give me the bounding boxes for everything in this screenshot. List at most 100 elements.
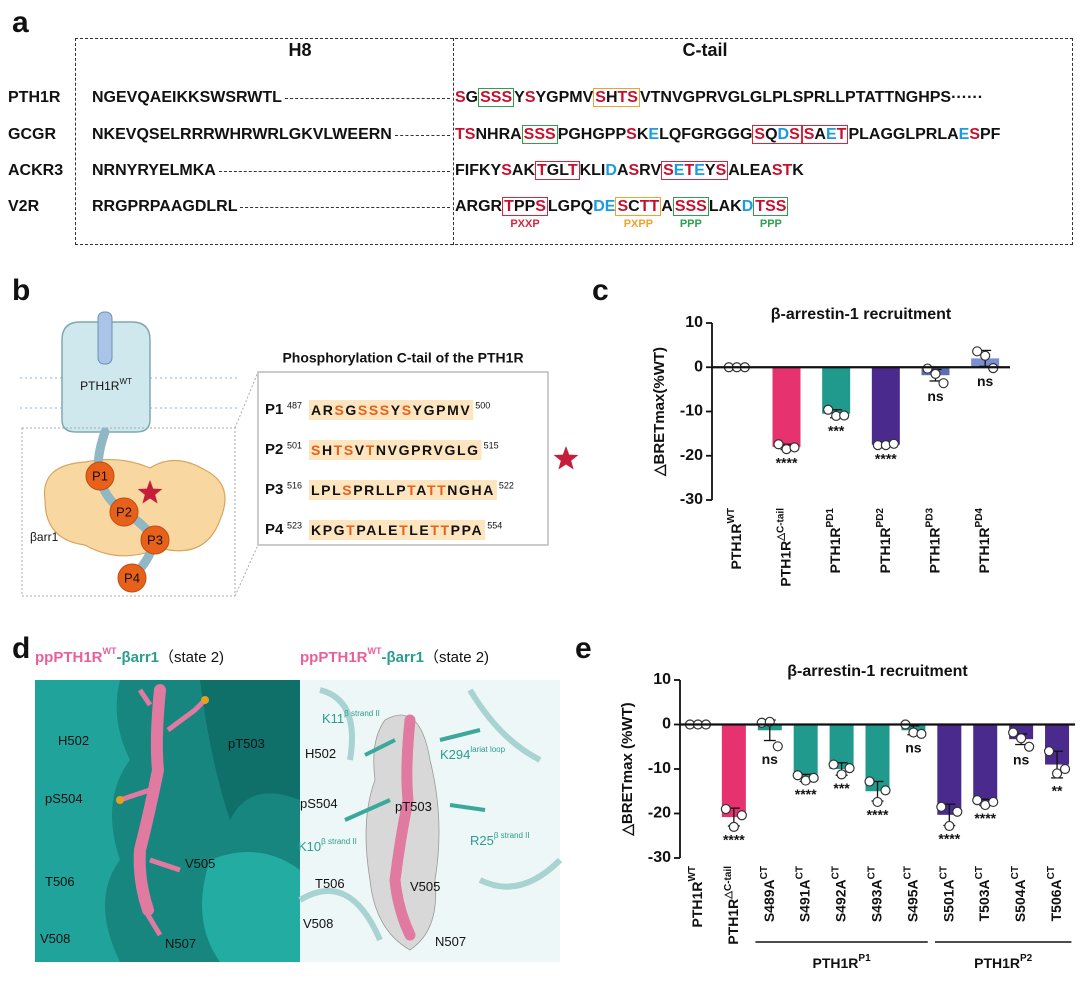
category-name: PTH1R	[689, 882, 705, 928]
residues: SSS	[523, 126, 556, 143]
category-name: S492A	[832, 879, 848, 922]
category-sup: CT	[830, 866, 841, 879]
start-residue: 487	[287, 400, 302, 410]
x-tick-label: T506ACT	[1046, 866, 1064, 921]
title-receptor: ppPTH1R	[300, 649, 368, 666]
h8-region: NGEVQAEIKKSWSRWTL	[92, 89, 453, 107]
residue-name: pS504	[45, 791, 83, 806]
bar	[793, 724, 818, 778]
replicate-dot	[736, 810, 747, 821]
significance-label: ****	[723, 832, 745, 848]
significance-label: **	[1052, 783, 1063, 799]
residues: A	[616, 162, 629, 179]
significance-label: ****	[795, 786, 817, 802]
alignment-panel: H8 C-tail PTH1R NGEVQAEIKKSWSRWTL SG SSS YSY…	[0, 0, 1080, 250]
residue-label: T506	[45, 874, 75, 889]
replicate-dot	[988, 796, 999, 808]
phospho-bead	[140, 525, 170, 555]
group-name: PTH1R	[974, 955, 1020, 971]
motif-box: TSS PPP	[753, 197, 789, 230]
residues: H	[605, 89, 618, 106]
category-sup: CT	[1010, 866, 1021, 879]
group-sup: P2	[1020, 953, 1033, 964]
residues: S	[535, 198, 546, 215]
replicate-dot	[808, 772, 819, 784]
category-sup: PD3	[924, 508, 935, 528]
panel-label: d	[12, 632, 30, 665]
residues: D	[741, 198, 754, 215]
title-partner: -βarr1	[382, 649, 425, 666]
residues: GL	[546, 162, 568, 179]
significance-label: ns	[927, 388, 944, 404]
category-name: S501A	[940, 879, 956, 922]
residues: LAK	[708, 198, 742, 215]
phospho-bead	[85, 461, 115, 491]
receptor-name: ACKR3	[8, 162, 64, 179]
residue-name: R25	[470, 833, 494, 848]
replicate-dot	[836, 769, 847, 780]
x-tick-label: S491ACT	[794, 866, 812, 922]
motif-box: SHTS	[593, 88, 640, 107]
residue-name: V508	[303, 916, 333, 931]
bar	[871, 367, 900, 445]
residue-name: H502	[58, 733, 89, 748]
residue-name: V505	[410, 879, 440, 894]
residue-name: K294	[440, 747, 470, 762]
residues: PLAGGLPRLA	[848, 126, 959, 143]
residues: Y	[704, 162, 716, 179]
h8-region: NRNYRYELMKA	[92, 162, 453, 180]
residues: D	[777, 126, 790, 143]
sequence: SHTSVTNVGPRVGLG	[311, 442, 480, 458]
motif-box: SSS	[521, 125, 558, 144]
residues: S	[501, 162, 512, 179]
residues: T	[684, 162, 695, 179]
sequence-highlight	[309, 400, 474, 420]
replicate-dot	[936, 801, 947, 812]
x-tick-label: PTH1RPD3	[924, 508, 942, 574]
residues: S	[803, 126, 815, 143]
bar	[937, 724, 962, 815]
bead-label: P1	[92, 468, 108, 483]
residues: SSS	[674, 198, 707, 215]
residue-name: K10	[298, 839, 321, 854]
residues: T	[504, 198, 514, 215]
residue-label: K11β strand II	[322, 709, 380, 726]
x-tick-label: S492ACT	[830, 866, 848, 922]
category-sup: CT	[938, 866, 949, 879]
category-sup: CT	[974, 866, 985, 879]
zoom-line	[234, 544, 259, 597]
receptor-name: GCGR	[8, 126, 56, 143]
title-receptor: ppPTH1R	[35, 649, 103, 666]
alignment-frame	[75, 38, 1073, 245]
residues: LGPQ	[547, 198, 594, 215]
residues: TSS	[755, 198, 787, 215]
motif-box: SAET	[801, 125, 849, 144]
residue-name: N507	[435, 934, 466, 949]
x-tick-label: PTH1RPD2	[874, 508, 892, 574]
category-sup: CT	[1046, 866, 1057, 879]
residues: A	[814, 126, 826, 143]
residue-name: T506	[45, 874, 75, 889]
residue-sup: β strand II	[344, 709, 380, 718]
category-name: PTH1R	[827, 527, 843, 573]
residues: ······	[951, 89, 984, 106]
start-residue: 523	[287, 520, 302, 530]
title-state: （state 2)	[159, 649, 224, 666]
category-name: PTH1R	[877, 527, 893, 573]
residues: E	[673, 162, 685, 179]
motif-box: SCTT PXPP	[615, 197, 662, 230]
replicate-dot	[930, 368, 941, 379]
zoom-box	[21, 427, 236, 597]
category-sup: CT	[866, 866, 877, 879]
structure-title: ppPTH1RWT-βarr1（state 2)	[35, 646, 224, 666]
y-tick-label: 10	[685, 314, 703, 331]
alignment-divider	[453, 38, 454, 245]
residue-label: H502	[58, 733, 89, 748]
group-label: PTH1RP2	[974, 953, 1033, 971]
motif-box: TGLT	[535, 161, 580, 180]
structure-title: ppPTH1RWT-βarr1（state 2)	[300, 646, 489, 666]
replicate-dot	[980, 350, 991, 361]
replicate-dot	[728, 821, 739, 832]
dash-fill	[218, 170, 450, 172]
residues: S	[626, 126, 637, 143]
